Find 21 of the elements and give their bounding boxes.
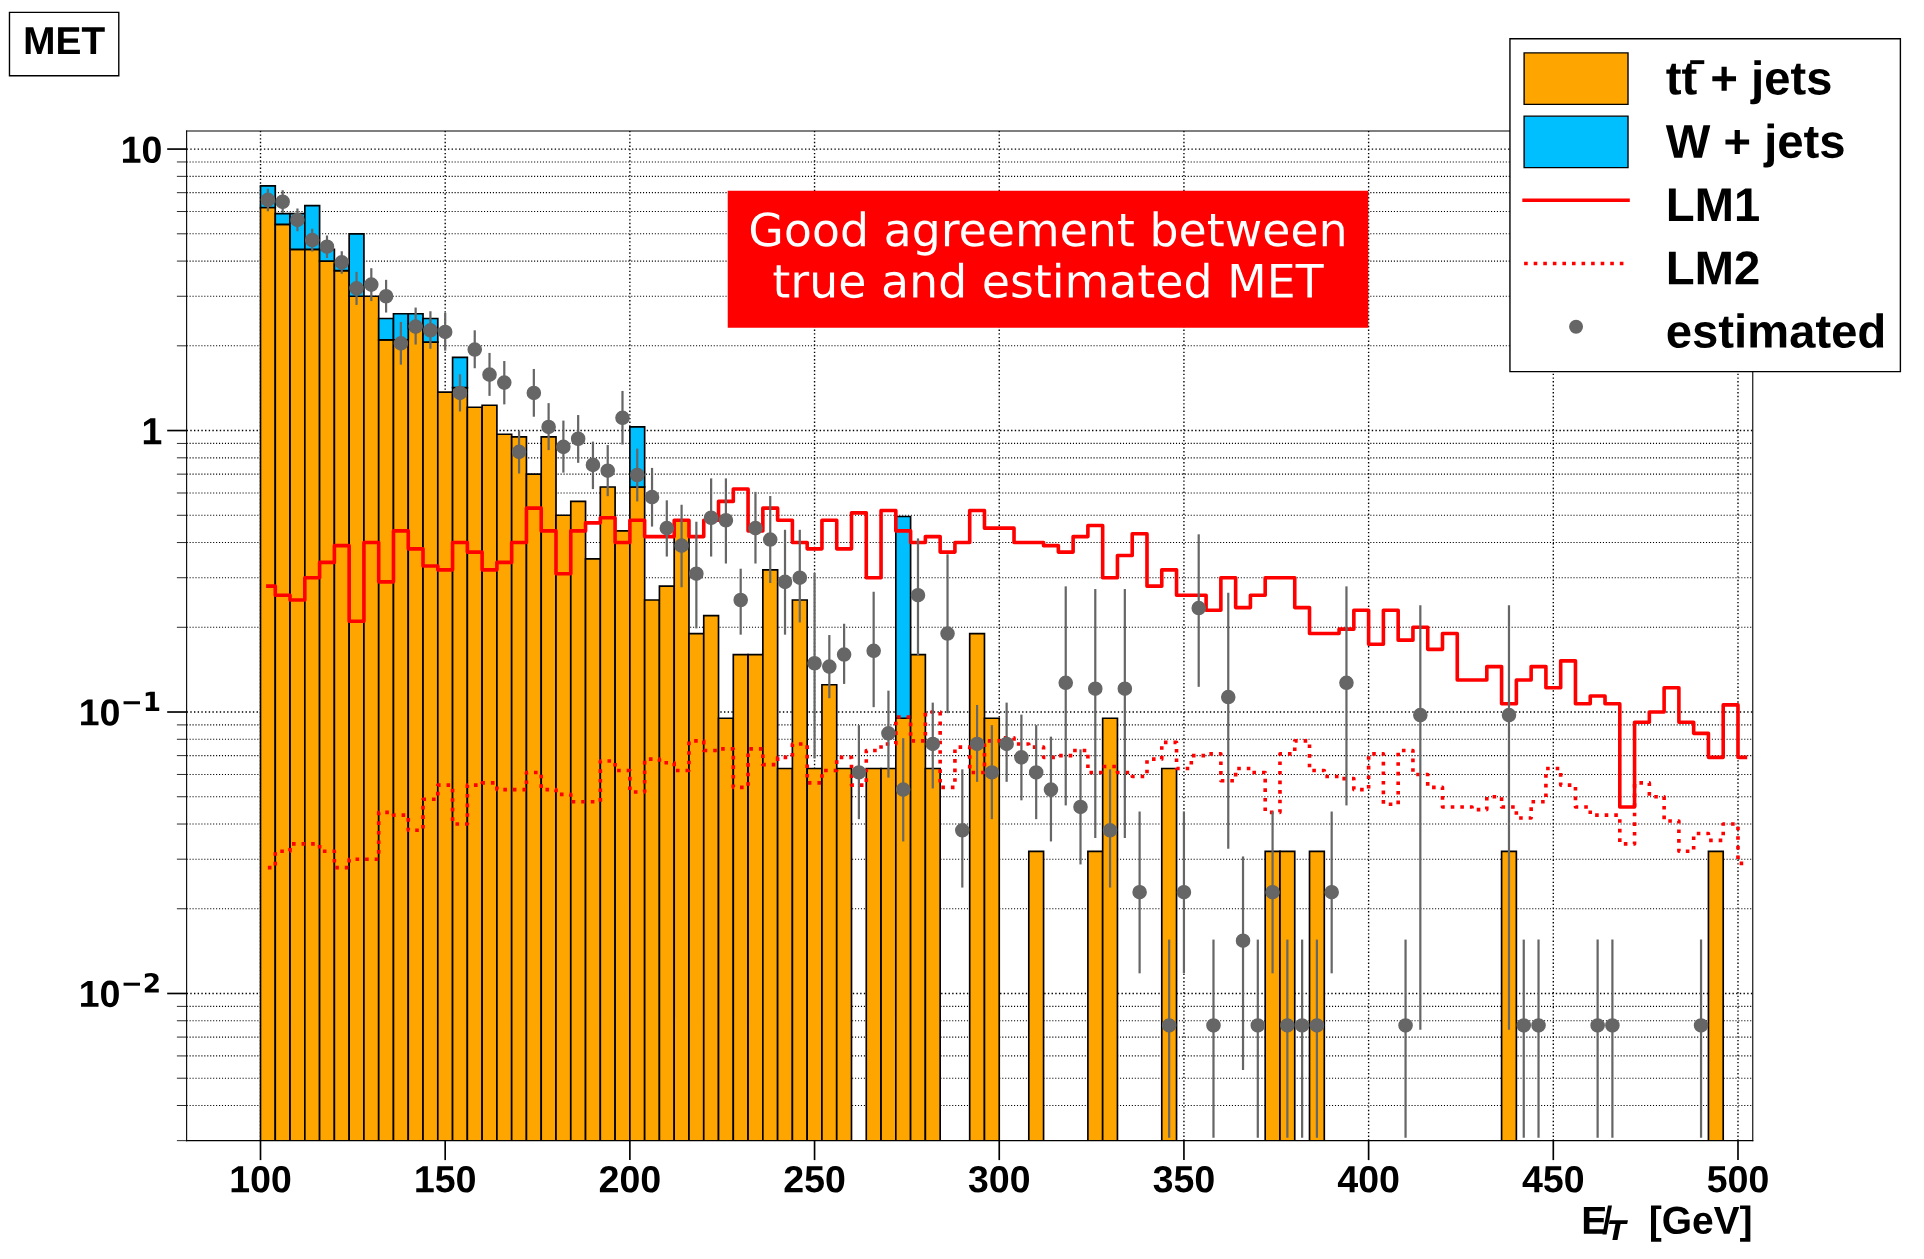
y-tick-label: 10$^{−1}$ xyxy=(81,691,160,726)
y-tick-label: 1 xyxy=(143,418,162,445)
x-tick-label: 400 xyxy=(1337,1165,1399,1193)
legend-label: tt̄ + jets xyxy=(1666,60,1831,105)
x-axis-title: E̸$_{T}$ [GeV] xyxy=(1583,1205,1751,1242)
legend-label: LM2 xyxy=(1668,251,1759,285)
x-tick-label: 150 xyxy=(416,1165,475,1193)
x-tick-label: 100 xyxy=(231,1165,291,1193)
x-tick-label: 200 xyxy=(599,1165,660,1193)
y-tick-label: 10$^{−2}$ xyxy=(81,972,159,1008)
x-tick-label: 350 xyxy=(1153,1165,1214,1193)
x-tick-label: 450 xyxy=(1522,1165,1584,1193)
y-tick-label: 10 xyxy=(122,136,161,164)
x-tick-label: 500 xyxy=(1707,1165,1768,1193)
x-tick-label: 250 xyxy=(784,1165,845,1193)
legend-label: estimated xyxy=(1667,313,1884,349)
legend-label: W + jets xyxy=(1665,123,1844,168)
x-tick-label: 300 xyxy=(968,1165,1029,1193)
chart-title: MET xyxy=(25,27,105,55)
annotation: Good agreement between true and estimated MET xyxy=(750,211,1344,299)
legend-label: LM1 xyxy=(1668,188,1759,221)
